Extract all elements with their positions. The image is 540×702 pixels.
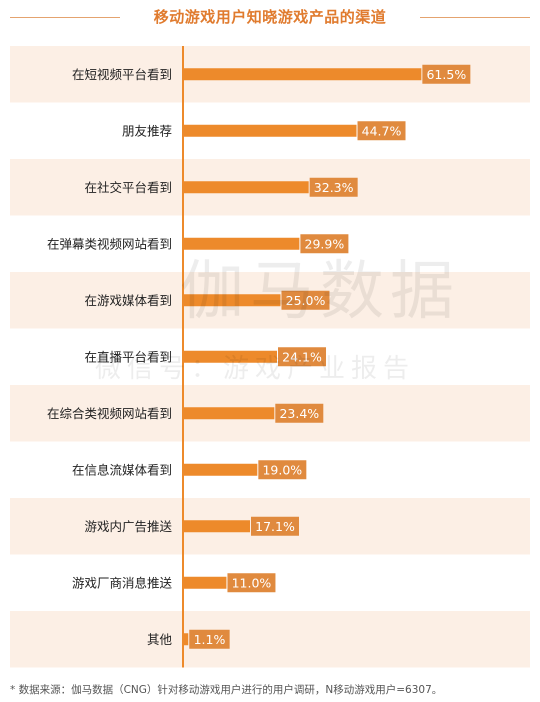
data-label: 24.1% — [282, 349, 322, 364]
data-label-background — [300, 234, 349, 254]
data-label-background — [278, 347, 327, 367]
data-label-background — [227, 573, 276, 593]
data-label-background — [422, 64, 471, 84]
category-label: 在综合类视频网站看到 — [47, 406, 172, 421]
category-label: 在直播平台看到 — [84, 349, 172, 364]
data-label-background — [275, 403, 324, 423]
bar — [184, 124, 357, 137]
title-row: 移动游戏用户知晓游戏产品的渠道 — [0, 0, 540, 36]
category-label: 在社交平台看到 — [84, 180, 172, 195]
data-label-background — [281, 290, 330, 310]
data-label: 19.0% — [262, 462, 302, 477]
category-label: 在短视频平台看到 — [72, 67, 172, 82]
data-label: 61.5% — [426, 67, 466, 82]
data-label: 29.9% — [305, 236, 345, 251]
bar — [184, 463, 258, 476]
row-band — [10, 611, 530, 668]
category-label: 在弹幕类视频网站看到 — [47, 236, 172, 251]
data-label: 25.0% — [286, 293, 326, 308]
data-label-background — [357, 121, 406, 141]
data-label: 44.7% — [362, 123, 402, 138]
bar — [184, 407, 275, 420]
data-label-background — [309, 177, 358, 197]
category-label: 朋友推荐 — [122, 123, 172, 138]
data-label: 1.1% — [194, 632, 226, 647]
data-label-background — [250, 516, 299, 536]
data-label: 11.0% — [232, 575, 272, 590]
bar — [184, 181, 309, 194]
category-label: 其他 — [147, 632, 173, 647]
chart-title: 移动游戏用户知晓游戏产品的渠道 — [153, 8, 387, 26]
title-rule-right — [420, 17, 530, 18]
bar-chart: 在短视频平台看到 61.5% 朋友推荐 44.7% 在社交平台看到 32.3% 在弹幕类视频… — [10, 46, 530, 668]
bar — [184, 520, 250, 533]
data-label: 23.4% — [279, 406, 319, 421]
category-label: 在信息流媒体看到 — [72, 462, 172, 477]
data-label-background — [258, 460, 307, 480]
bar — [184, 237, 300, 250]
category-label: 游戏厂商消息推送 — [72, 575, 173, 590]
bar — [184, 576, 227, 589]
bar — [184, 68, 422, 81]
category-label: 在游戏媒体看到 — [84, 293, 172, 308]
bar — [184, 633, 189, 646]
bar — [184, 350, 278, 363]
title-rule-left — [10, 17, 120, 18]
data-label: 17.1% — [255, 519, 295, 534]
bar — [184, 294, 281, 307]
data-label: 32.3% — [314, 180, 354, 195]
data-label-background — [189, 629, 230, 649]
category-label: 游戏内广告推送 — [84, 519, 172, 534]
source-footnote: * 数据来源：伽马数据（CNG）针对移动游戏用户进行的用户调研，N移动游戏用户=… — [10, 684, 443, 696]
